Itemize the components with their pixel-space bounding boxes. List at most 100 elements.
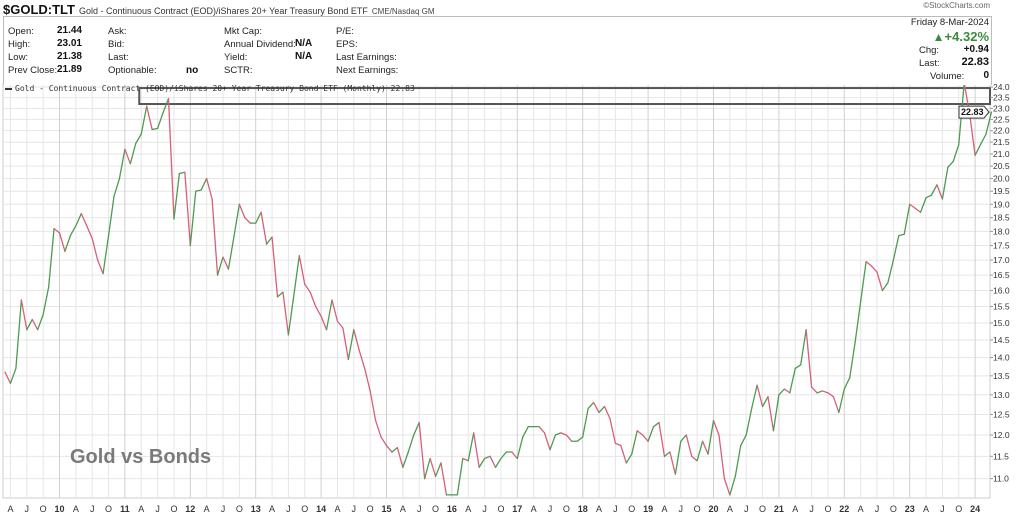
x-tick-label: A — [858, 504, 864, 514]
x-tick-label: A — [596, 504, 602, 514]
price-segment — [554, 432, 562, 436]
price-segment — [31, 318, 39, 331]
x-tick-label: 11 — [120, 504, 130, 514]
price-segment — [402, 451, 409, 469]
y-tick-label: 14.5 — [993, 335, 1010, 345]
price-segment — [42, 286, 50, 316]
optionable-label: Optionable: — [108, 65, 157, 76]
x-tick-label: 23 — [905, 504, 915, 514]
price-segment — [712, 419, 720, 436]
x-tick-label: J — [744, 504, 749, 514]
price-segment — [658, 421, 666, 457]
price-segment — [930, 184, 938, 196]
x-tick-label: 10 — [54, 504, 64, 514]
price-segment — [701, 440, 709, 455]
price-segment — [887, 259, 894, 284]
price-segment — [467, 432, 475, 462]
y-tick-label: 21.5 — [993, 137, 1010, 147]
x-tick-label: 15 — [381, 504, 391, 514]
price-segment — [489, 455, 497, 469]
price-segment — [107, 195, 115, 237]
price-segment — [881, 282, 889, 292]
y-tick-label: 17.5 — [993, 241, 1010, 251]
price-segment — [293, 255, 300, 296]
price-segment — [843, 377, 851, 390]
price-segment — [358, 349, 366, 370]
price-segment — [892, 234, 900, 261]
price-segment — [903, 203, 911, 235]
price-segment — [227, 236, 235, 270]
low-value: 21.38 — [56, 51, 82, 62]
x-tick-label: 19 — [643, 504, 653, 514]
price-segment — [156, 112, 164, 130]
last-label-mid: Last: — [108, 52, 129, 63]
price-segment — [729, 475, 736, 496]
last-earnings-label: Last Earnings: — [336, 52, 397, 63]
price-segment — [767, 396, 775, 432]
y-tick-label: 22.5 — [993, 114, 1010, 124]
price-segment — [805, 329, 813, 388]
price-segment — [549, 434, 557, 451]
price-segment — [423, 457, 431, 480]
price-segment — [947, 160, 954, 169]
x-tick-label: O — [890, 504, 897, 514]
high-value: 23.01 — [56, 38, 82, 49]
price-segment — [625, 453, 633, 464]
x-tick-label: O — [170, 504, 177, 514]
price-segment — [385, 444, 393, 453]
price-segment — [233, 203, 241, 238]
x-tick-label: J — [679, 504, 684, 514]
price-segment — [15, 299, 23, 370]
price-segment — [827, 392, 835, 398]
price-segment — [609, 417, 617, 445]
price-segment — [652, 421, 660, 428]
x-tick-label: J — [286, 504, 291, 514]
x-tick-label: A — [138, 504, 144, 514]
price-segment — [140, 105, 148, 135]
triangle-up-icon: ▲ — [932, 30, 945, 44]
price-segment — [314, 305, 322, 317]
high-label: High: — [8, 39, 31, 50]
price-segment — [353, 329, 360, 352]
open-label: Open: — [8, 26, 34, 37]
price-segment — [113, 177, 121, 198]
y-tick-label: 18.0 — [993, 226, 1010, 236]
x-tick-label: A — [334, 504, 340, 514]
x-tick-label: O — [694, 504, 701, 514]
price-segment — [173, 172, 181, 220]
price-segment — [167, 97, 175, 220]
next-earnings-label: Next Earnings: — [336, 65, 399, 76]
price-segment — [336, 320, 344, 329]
price-segment — [522, 426, 529, 438]
x-tick-label: 16 — [447, 504, 457, 514]
price-segment — [783, 388, 791, 394]
price-segment — [620, 444, 627, 464]
price-segment — [91, 237, 99, 261]
prev-close-label: Prev Close: — [8, 65, 58, 76]
price-segment — [102, 234, 110, 275]
legend-text: Gold - Continuous Contract (EOD)/iShares… — [15, 84, 415, 93]
price-segment — [118, 148, 126, 180]
optionable-value: no — [186, 65, 199, 76]
y-tick-label: 19.5 — [993, 186, 1010, 196]
price-segment — [342, 327, 350, 361]
series-legend: Gold - Continuous Contract (EOD)/iShares… — [5, 84, 415, 93]
quote-panel: Open: 21.44 High: 23.01 Low: 21.38 Prev … — [3, 16, 992, 85]
stockcharts-credit[interactable]: ©StockCharts.com — [923, 1, 990, 10]
x-tick-label: O — [563, 504, 570, 514]
price-segment — [20, 299, 28, 331]
last-value: 22.83 — [961, 56, 989, 68]
price-segment — [560, 432, 567, 436]
price-segment — [642, 434, 649, 442]
pe-label: P/E: — [336, 26, 354, 37]
legend-swatch — [5, 87, 12, 90]
volume-value: 0 — [983, 70, 989, 81]
price-segment — [407, 434, 415, 453]
y-tick-label: 16.0 — [993, 286, 1010, 296]
y-tick-label: 20.5 — [993, 161, 1010, 171]
price-segment — [691, 455, 698, 462]
x-tick-label: 18 — [578, 504, 588, 514]
price-segment — [952, 143, 960, 162]
price-segment — [707, 419, 715, 455]
price-segment — [309, 291, 317, 308]
